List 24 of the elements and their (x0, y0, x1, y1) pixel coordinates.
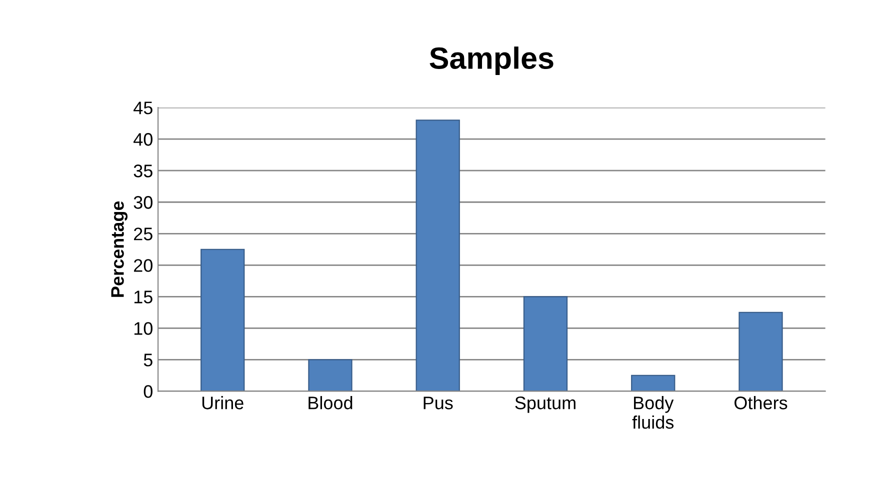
y-axis-title: Percentage (111, 201, 128, 297)
y-tick-label: 0 (144, 385, 152, 398)
y-tick-label: 20 (134, 259, 152, 272)
x-tick-label: Urine (202, 396, 244, 410)
y-tick-label: 25 (134, 228, 152, 240)
y-tick-label: 35 (134, 164, 152, 178)
y-tick-label: 5 (144, 354, 152, 366)
x-tick-label: Sputum (515, 396, 576, 413)
bar (416, 120, 460, 392)
chart-title: Samples (430, 46, 554, 76)
bar (631, 374, 676, 392)
x-tick-label: Pus (424, 396, 453, 410)
y-tick-label: 10 (134, 322, 152, 335)
y-tick-label: 15 (134, 290, 152, 304)
bar (738, 312, 783, 392)
x-tick-label: Others (734, 396, 788, 410)
bar (523, 296, 568, 392)
x-tick-label: Blood (308, 396, 352, 410)
bar (308, 359, 352, 392)
x-tick-label: Body fluids (632, 396, 674, 429)
y-tick-label: 30 (134, 196, 152, 209)
y-tick-label: 40 (134, 133, 152, 146)
y-tick-label: 45 (134, 102, 152, 114)
bar (200, 248, 245, 392)
